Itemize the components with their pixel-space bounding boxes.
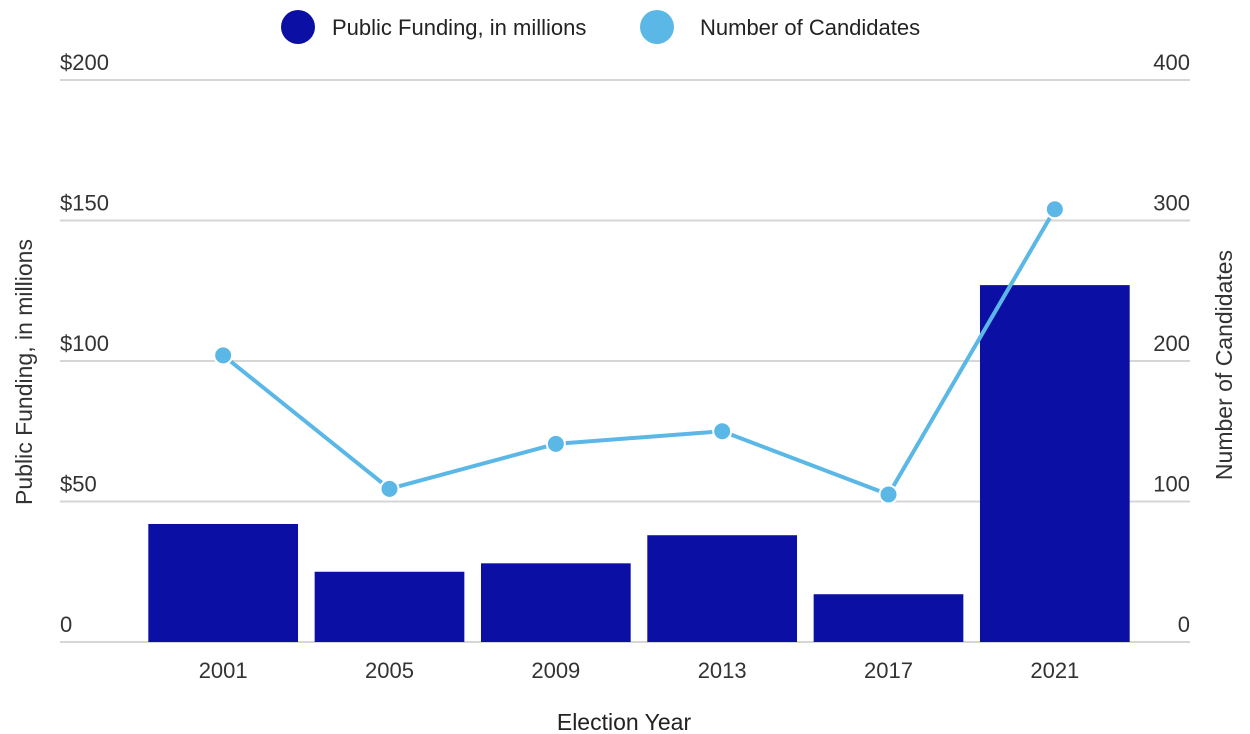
y-tick-label-right: 200 (1153, 331, 1190, 356)
y-tick-label-right: 100 (1153, 472, 1190, 497)
bar (315, 572, 465, 642)
line-point (214, 346, 232, 364)
x-axis-ticks: 2001 2005 2009 2013 2017 2021 (199, 658, 1080, 683)
x-axis-title: Election Year (557, 709, 692, 734)
line-point (880, 485, 898, 503)
line-point (381, 480, 399, 498)
bar (148, 524, 298, 642)
line-point (1046, 200, 1064, 218)
x-tick-label: 2005 (365, 658, 414, 683)
x-tick-label: 2001 (199, 658, 248, 683)
y-tick-label-left: $150 (60, 191, 109, 216)
legend-swatch-public-funding (281, 10, 315, 44)
y-tick-label-right: 300 (1153, 191, 1190, 216)
y-axis-right-ticks: 0 100 200 300 400 (1153, 50, 1190, 637)
y-axis-left-title: Public Funding, in millions (11, 239, 37, 505)
y-tick-label-right: 400 (1153, 50, 1190, 75)
bar (481, 563, 631, 642)
legend-label-public-funding: Public Funding, in millions (332, 15, 586, 40)
y-tick-label-left: $50 (60, 472, 97, 497)
x-tick-label: 2021 (1030, 658, 1079, 683)
bar (647, 535, 797, 642)
x-tick-label: 2013 (698, 658, 747, 683)
bar-series-public-funding (148, 285, 1129, 642)
legend: Public Funding, in millions Number of Ca… (281, 10, 920, 44)
bar (814, 594, 964, 642)
line-point (547, 435, 565, 453)
y-tick-label-left: $100 (60, 331, 109, 356)
y-axis-left-ticks: 0 $50 $100 $150 $200 (60, 50, 109, 637)
bar (980, 285, 1130, 642)
x-tick-label: 2017 (864, 658, 913, 683)
y-tick-label-right: 0 (1178, 612, 1190, 637)
y-tick-label-left: 0 (60, 612, 72, 637)
y-axis-right-title: Number of Candidates (1211, 250, 1237, 480)
y-tick-label-left: $200 (60, 50, 109, 75)
x-tick-label: 2009 (531, 658, 580, 683)
series-line (223, 209, 1055, 494)
line-series-number-of-candidates (214, 200, 1064, 503)
legend-swatch-number-of-candidates (640, 10, 674, 44)
line-point (713, 422, 731, 440)
legend-label-number-of-candidates: Number of Candidates (700, 15, 920, 40)
